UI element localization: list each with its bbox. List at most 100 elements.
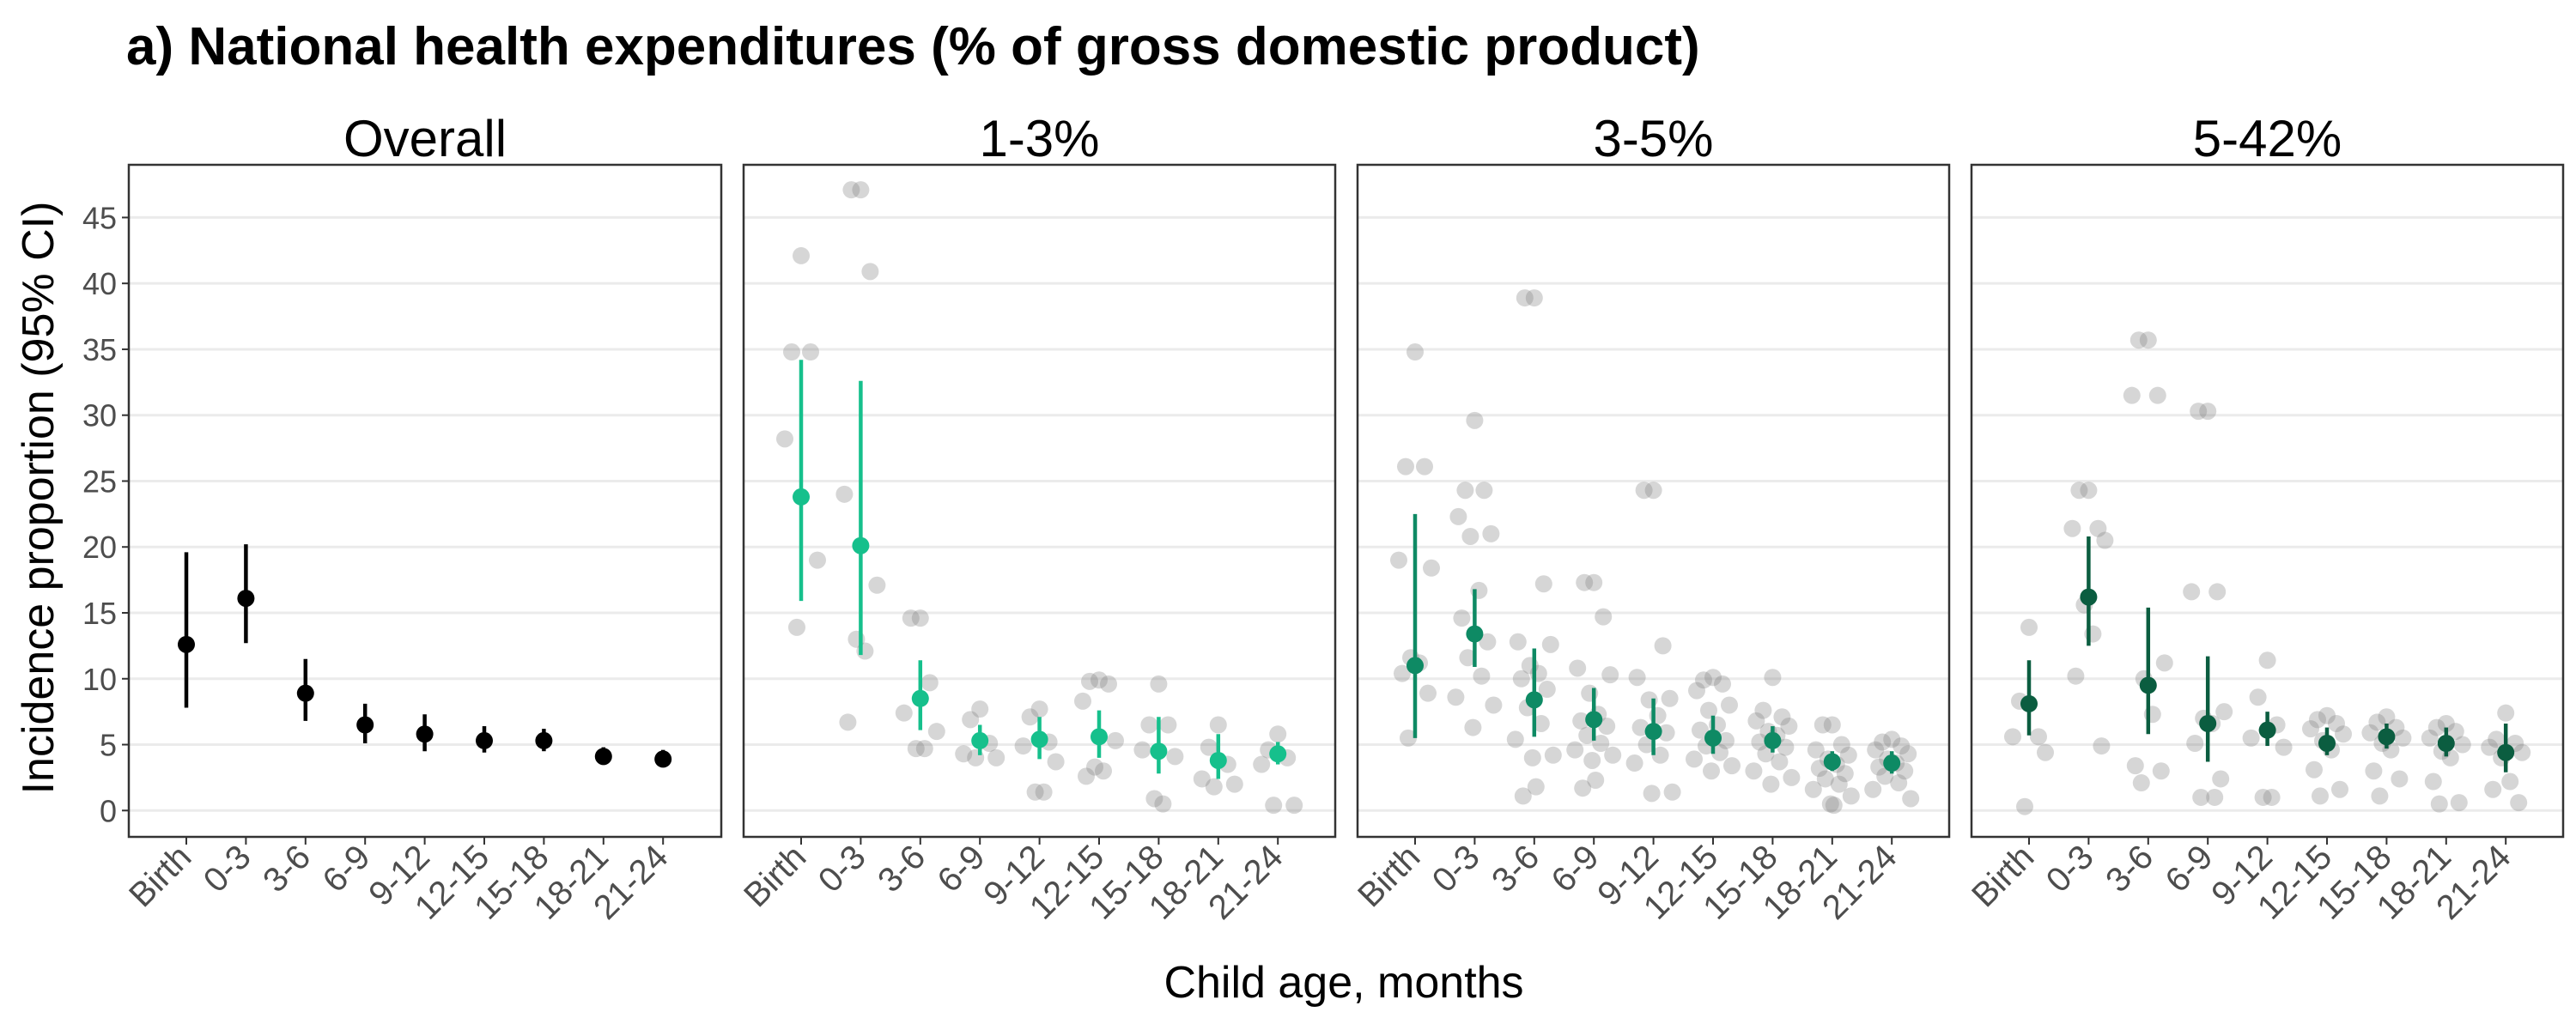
estimate-point — [535, 731, 553, 749]
study-point — [1842, 787, 1860, 805]
study-point — [2331, 780, 2348, 798]
study-point — [802, 343, 819, 361]
study-point — [2510, 794, 2528, 812]
study-point — [2030, 728, 2047, 746]
study-point — [2063, 519, 2081, 537]
study-point — [1711, 743, 1728, 761]
study-point — [1587, 771, 1605, 789]
estimate-point — [1091, 728, 1108, 746]
study-point — [2481, 738, 2499, 756]
study-point — [1512, 670, 1530, 688]
study-point — [1595, 608, 1613, 626]
study-point — [1506, 730, 1524, 748]
study-point — [1406, 343, 1424, 361]
study-point — [2070, 482, 2088, 500]
x-tick-label: Birth — [122, 838, 198, 914]
study-point — [1569, 659, 1587, 677]
study-point — [2263, 788, 2281, 806]
study-point — [1637, 736, 1656, 754]
study-point — [1721, 696, 1738, 714]
y-tick-label: 35 — [82, 332, 117, 367]
study-point — [1145, 790, 1163, 808]
study-point — [1285, 797, 1303, 815]
study-point — [2378, 708, 2396, 726]
study-point — [907, 740, 925, 758]
x-tick-label: 3-6 — [256, 838, 318, 900]
study-point — [1527, 778, 1545, 796]
study-point — [1107, 731, 1124, 749]
y-tick-label: 20 — [82, 530, 117, 565]
study-point — [1081, 672, 1098, 690]
study-point — [1583, 751, 1601, 769]
study-point — [1771, 753, 1789, 771]
facet-strip-label: 1-3% — [979, 110, 1099, 167]
study-point — [1159, 716, 1177, 734]
study-point — [1200, 738, 1218, 756]
study-point — [2254, 788, 2272, 806]
study-point — [788, 618, 805, 636]
study-point — [2126, 757, 2144, 775]
study-point — [1209, 716, 1227, 734]
study-point — [1867, 741, 1885, 759]
study-point — [1091, 671, 1108, 689]
panel-border — [1970, 163, 2565, 839]
study-point — [971, 700, 989, 718]
y-tick-label: 5 — [100, 728, 117, 763]
study-point — [776, 430, 793, 448]
study-point — [2365, 762, 2383, 780]
study-point — [1074, 692, 1091, 710]
study-point — [1635, 482, 1653, 500]
study-point — [2371, 787, 2389, 805]
study-point — [1807, 741, 1825, 759]
study-point — [927, 723, 945, 741]
study-point — [955, 745, 973, 763]
study-point — [1253, 755, 1271, 773]
x-tick-label: Birth — [737, 838, 813, 914]
study-point — [1714, 675, 1731, 693]
study-point — [1193, 770, 1211, 788]
chart-title: a) National health expenditures (% of gr… — [126, 17, 1700, 76]
study-point — [1745, 762, 1763, 780]
y-tick-label: 30 — [82, 398, 117, 433]
study-point — [861, 263, 879, 281]
study-point — [1100, 675, 1117, 693]
study-point — [1086, 758, 1103, 776]
study-point — [1657, 724, 1675, 742]
study-point — [1456, 482, 1474, 500]
facet-panel: 1-3%Birth0-33-66-99-1212-1515-1818-2121-… — [737, 110, 1337, 927]
study-point — [2212, 770, 2230, 788]
study-point — [2199, 403, 2217, 421]
study-point — [1133, 741, 1151, 759]
study-point — [1459, 649, 1477, 667]
study-point — [1644, 482, 1662, 500]
study-point — [2258, 651, 2276, 670]
estimate-point — [1525, 691, 1543, 709]
study-point — [1572, 712, 1590, 730]
study-point — [1643, 785, 1661, 803]
study-point — [2361, 724, 2379, 742]
study-point — [1810, 760, 1828, 778]
study-point — [1585, 573, 1603, 591]
study-point — [1078, 767, 1095, 785]
study-point — [1651, 746, 1669, 764]
study-point — [1416, 457, 1433, 476]
study-point — [2450, 794, 2468, 812]
estimate-point — [2020, 694, 2038, 712]
study-point — [1482, 524, 1500, 542]
estimate-point — [178, 635, 195, 653]
estimate-point — [2437, 734, 2455, 752]
study-point — [2183, 583, 2201, 601]
study-point — [1839, 746, 1857, 764]
study-point — [1538, 681, 1556, 699]
y-axis-title: Incidence proportion (95% CI) — [14, 202, 64, 795]
study-point — [793, 246, 810, 264]
study-point — [2497, 704, 2515, 722]
study-point — [1140, 716, 1158, 734]
x-tick-label: 0-3 — [2039, 838, 2101, 900]
study-point — [2421, 729, 2439, 747]
study-point — [2453, 736, 2471, 754]
facet-strip-label: 3-5% — [1593, 110, 1713, 167]
study-point — [868, 576, 886, 594]
estimate-point — [2258, 721, 2276, 739]
study-point — [2155, 654, 2173, 672]
